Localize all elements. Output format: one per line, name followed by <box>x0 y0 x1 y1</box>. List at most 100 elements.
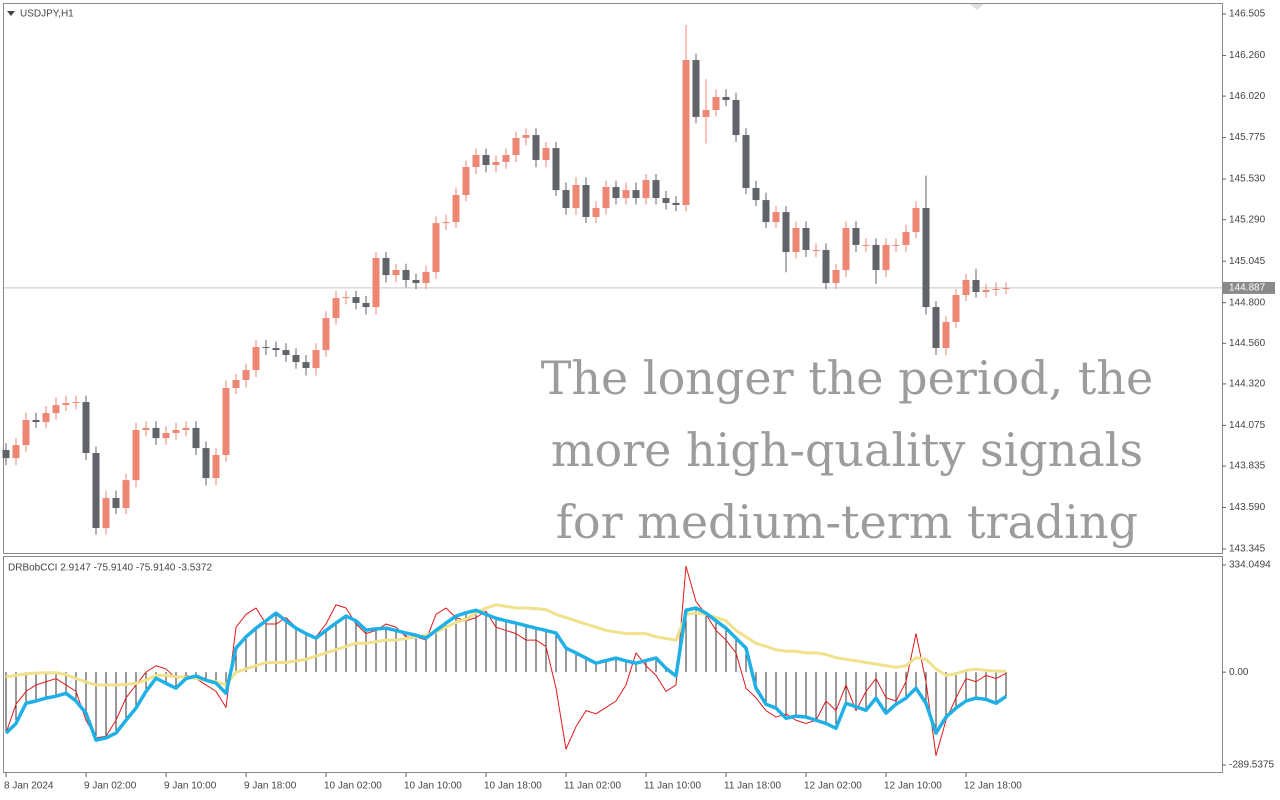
candle-body <box>52 405 60 414</box>
y-tick-label: 144.075 <box>1229 420 1266 431</box>
candle-body <box>62 403 70 406</box>
candle-body <box>662 198 670 203</box>
candle-body <box>262 347 270 349</box>
candle-body <box>652 180 660 199</box>
symbol-menu-icon[interactable] <box>7 11 15 16</box>
x-tick-label: 9 Jan 10:00 <box>164 781 217 792</box>
candle-body <box>12 445 20 459</box>
candle-body <box>802 228 810 251</box>
x-tick-label: 11 Jan 10:00 <box>644 781 702 792</box>
candle-body <box>632 190 640 199</box>
candle-body <box>162 433 170 439</box>
candle-body <box>272 348 280 351</box>
candle-body <box>572 184 580 209</box>
candle-body <box>2 449 10 459</box>
candle-body <box>132 429 140 481</box>
x-tick-label: 10 Jan 02:00 <box>324 781 382 792</box>
candle-body <box>862 244 870 246</box>
candle-body <box>912 208 920 233</box>
candle-body <box>672 202 680 205</box>
symbol-title: USDJPY,H1 <box>20 9 74 20</box>
candle-body <box>522 135 530 138</box>
candle-body <box>282 350 290 355</box>
y-tick-label: 146.505 <box>1229 9 1266 20</box>
candle-body <box>142 427 150 430</box>
candle-body <box>612 187 620 199</box>
y-tick-label: 143.835 <box>1229 461 1266 472</box>
candle-body <box>442 222 450 224</box>
y-tick-label: 143.345 <box>1229 544 1266 555</box>
candle-body <box>342 297 350 299</box>
y-tick-label: 145.530 <box>1229 174 1266 185</box>
candle-body <box>892 244 900 246</box>
candle-body <box>22 419 30 446</box>
candle-body <box>922 208 930 308</box>
candle-body <box>242 370 250 381</box>
candle-body <box>352 297 360 304</box>
candle-body <box>822 250 830 284</box>
y-tick-label: 0.00 <box>1229 667 1249 678</box>
current-price-box <box>1223 281 1275 294</box>
candle-body <box>222 387 230 456</box>
candle-body <box>642 180 650 199</box>
candle-body <box>212 455 220 479</box>
x-tick-label: 10 Jan 18:00 <box>484 781 542 792</box>
candle-body <box>412 279 420 284</box>
x-tick-label: 10 Jan 10:00 <box>404 781 462 792</box>
x-tick-label: 12 Jan 18:00 <box>964 781 1022 792</box>
candle-body <box>542 148 550 160</box>
candle-body <box>302 362 310 369</box>
x-tick-label: 8 Jan 2024 <box>4 781 54 792</box>
candle-body <box>92 453 100 529</box>
x-tick-label: 12 Jan 10:00 <box>884 781 942 792</box>
candle-body <box>472 155 480 168</box>
candle-body <box>312 350 320 369</box>
candle-body <box>72 402 80 404</box>
y-tick-label: 145.045 <box>1229 256 1266 267</box>
candle-body <box>982 289 990 292</box>
candle-body <box>732 100 740 136</box>
candle-body <box>852 228 860 245</box>
candle-body <box>392 269 400 276</box>
candle-body <box>372 257 380 308</box>
candle-body <box>332 298 340 319</box>
candle-body <box>552 148 560 191</box>
candle-body <box>382 257 390 276</box>
candle-body <box>842 228 850 270</box>
candle-body <box>182 427 190 430</box>
y-tick-label: -289.5375 <box>1229 760 1274 771</box>
candle-body <box>452 194 460 223</box>
candle-body <box>202 448 210 479</box>
candle-body <box>32 419 40 423</box>
candle-body <box>152 427 160 439</box>
indicator-line <box>5 603 1007 687</box>
x-tick-label: 11 Jan 18:00 <box>724 781 782 792</box>
annotation: more high-quality signals <box>551 423 1143 477</box>
candle-body <box>362 303 370 308</box>
current-price-label: 144.887 <box>1229 283 1266 294</box>
candle-body <box>902 232 910 245</box>
candle-body <box>752 188 760 201</box>
candle-body <box>812 250 820 252</box>
candle-body <box>872 244 880 270</box>
candle-body <box>602 187 610 209</box>
candle-body <box>762 200 770 223</box>
candle-body <box>782 212 790 253</box>
candle-body <box>702 109 710 117</box>
candle-body <box>712 96 720 110</box>
y-tick-label: 144.800 <box>1229 297 1266 308</box>
candle-body <box>482 155 490 166</box>
x-tick-label: 12 Jan 02:00 <box>804 781 862 792</box>
candle-body <box>1002 287 1010 289</box>
candle-body <box>792 228 800 253</box>
candle-body <box>952 295 960 322</box>
candle-body <box>192 427 200 449</box>
candle-body <box>432 223 440 273</box>
candle-body <box>992 288 1000 290</box>
candle-body <box>962 279 970 296</box>
y-tick-label: 145.775 <box>1229 132 1266 143</box>
shift-marker <box>970 4 984 10</box>
candle-body <box>942 321 950 349</box>
y-tick-label: 143.590 <box>1229 502 1266 513</box>
